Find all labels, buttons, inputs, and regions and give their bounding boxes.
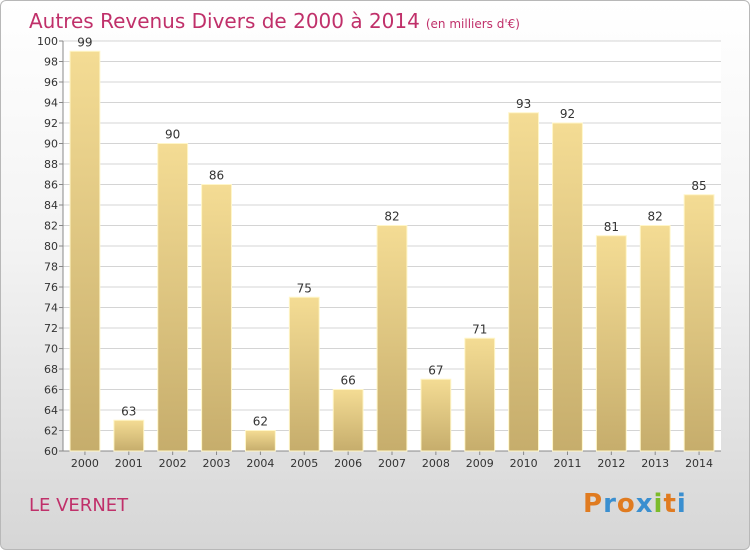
bar-2011 bbox=[552, 122, 583, 452]
y-tick-label: 92 bbox=[44, 117, 58, 130]
y-tick-label: 84 bbox=[44, 199, 58, 212]
data-label-2002: 90 bbox=[165, 128, 180, 142]
bar-2005 bbox=[288, 296, 320, 452]
bar-2001 bbox=[113, 419, 145, 452]
x-tick-label-2012: 2012 bbox=[597, 457, 625, 470]
y-tick-label: 68 bbox=[44, 363, 58, 376]
data-label-2010: 93 bbox=[516, 97, 531, 111]
x-tick-label-2006: 2006 bbox=[334, 457, 362, 470]
bar-2013 bbox=[639, 225, 671, 452]
data-label-2014: 85 bbox=[691, 179, 706, 193]
y-tick-label: 100 bbox=[37, 35, 58, 48]
bar-2012 bbox=[595, 235, 627, 452]
bar-2010 bbox=[508, 112, 540, 452]
y-tick-label: 80 bbox=[44, 240, 58, 253]
x-tick-label-2001: 2001 bbox=[115, 457, 143, 470]
chart-title-block: Autres Revenus Divers de 2000 à 2014 (en … bbox=[29, 9, 520, 33]
x-tick-label-2007: 2007 bbox=[378, 457, 406, 470]
y-tick-label: 70 bbox=[44, 343, 58, 356]
data-label-2008: 67 bbox=[428, 363, 443, 377]
x-tick-label-2011: 2011 bbox=[553, 457, 581, 470]
data-label-2006: 66 bbox=[340, 374, 355, 388]
proxiti-logo: Proxiti bbox=[583, 489, 687, 519]
y-tick-label: 78 bbox=[44, 261, 58, 274]
y-tick-label: 72 bbox=[44, 322, 58, 335]
data-label-2011: 92 bbox=[560, 107, 575, 121]
x-tick-label-2013: 2013 bbox=[641, 457, 669, 470]
chart-subtitle: (en milliers d'€) bbox=[425, 17, 520, 31]
y-tick-label: 60 bbox=[44, 445, 58, 458]
y-tick-label: 66 bbox=[44, 384, 58, 397]
bar-2006 bbox=[332, 389, 364, 452]
bars bbox=[69, 50, 715, 452]
x-tick-label-2003: 2003 bbox=[203, 457, 231, 470]
x-tick-label-2008: 2008 bbox=[422, 457, 450, 470]
logo-letter: t bbox=[663, 489, 677, 519]
logo-letter: o bbox=[616, 489, 636, 519]
y-tick-label: 76 bbox=[44, 281, 58, 294]
bar-2007 bbox=[376, 225, 408, 452]
y-tick-label: 88 bbox=[44, 158, 58, 171]
data-label-2012: 81 bbox=[604, 220, 619, 234]
chart-title: Autres Revenus Divers de 2000 à 2014 bbox=[29, 9, 420, 33]
x-tick-label-2004: 2004 bbox=[246, 457, 274, 470]
bar-2008 bbox=[420, 378, 452, 452]
bar-2009 bbox=[464, 337, 496, 452]
y-tick-label: 64 bbox=[44, 404, 58, 417]
y-tick-label: 82 bbox=[44, 220, 58, 233]
bar-2000 bbox=[69, 50, 101, 452]
x-tick-label-2002: 2002 bbox=[159, 457, 187, 470]
logo-letter: x bbox=[635, 489, 654, 519]
data-label-2000: 99 bbox=[77, 35, 92, 49]
data-label-2009: 71 bbox=[472, 322, 487, 336]
y-tick-label: 98 bbox=[44, 56, 58, 69]
logo-letter: i bbox=[653, 489, 664, 519]
bar-2014 bbox=[683, 194, 715, 452]
labels: 60 62 64 66 68 70 72 74 76 78 80 82 84 86 88 90 92 94 96 98… bbox=[37, 35, 713, 470]
y-tick-label: 96 bbox=[44, 76, 58, 89]
data-label-2001: 63 bbox=[121, 404, 136, 418]
data-label-2003: 86 bbox=[209, 169, 224, 183]
bar-2002 bbox=[157, 143, 189, 452]
x-tick-label-2009: 2009 bbox=[466, 457, 494, 470]
logo-letter: P bbox=[583, 489, 604, 519]
x-tick-label-2014: 2014 bbox=[685, 457, 713, 470]
bar-2004 bbox=[244, 430, 276, 452]
x-tick-label-2000: 2000 bbox=[71, 457, 99, 470]
logo-letter: r bbox=[603, 489, 617, 519]
data-label-2007: 82 bbox=[384, 210, 399, 224]
data-label-2004: 62 bbox=[253, 415, 268, 429]
place-name: LE VERNET bbox=[29, 495, 129, 516]
logo-letter: i bbox=[676, 489, 687, 519]
x-tick-label-2005: 2005 bbox=[290, 457, 318, 470]
data-label-2013: 82 bbox=[648, 210, 663, 224]
y-tick-label: 90 bbox=[44, 138, 58, 151]
bar-2003 bbox=[201, 184, 232, 452]
y-tick-label: 94 bbox=[44, 97, 58, 110]
y-tick-label: 86 bbox=[44, 179, 58, 192]
y-tick-label: 74 bbox=[44, 302, 58, 315]
x-tick-label-2010: 2010 bbox=[510, 457, 538, 470]
y-tick-label: 62 bbox=[44, 425, 58, 438]
data-label-2005: 75 bbox=[297, 281, 312, 295]
